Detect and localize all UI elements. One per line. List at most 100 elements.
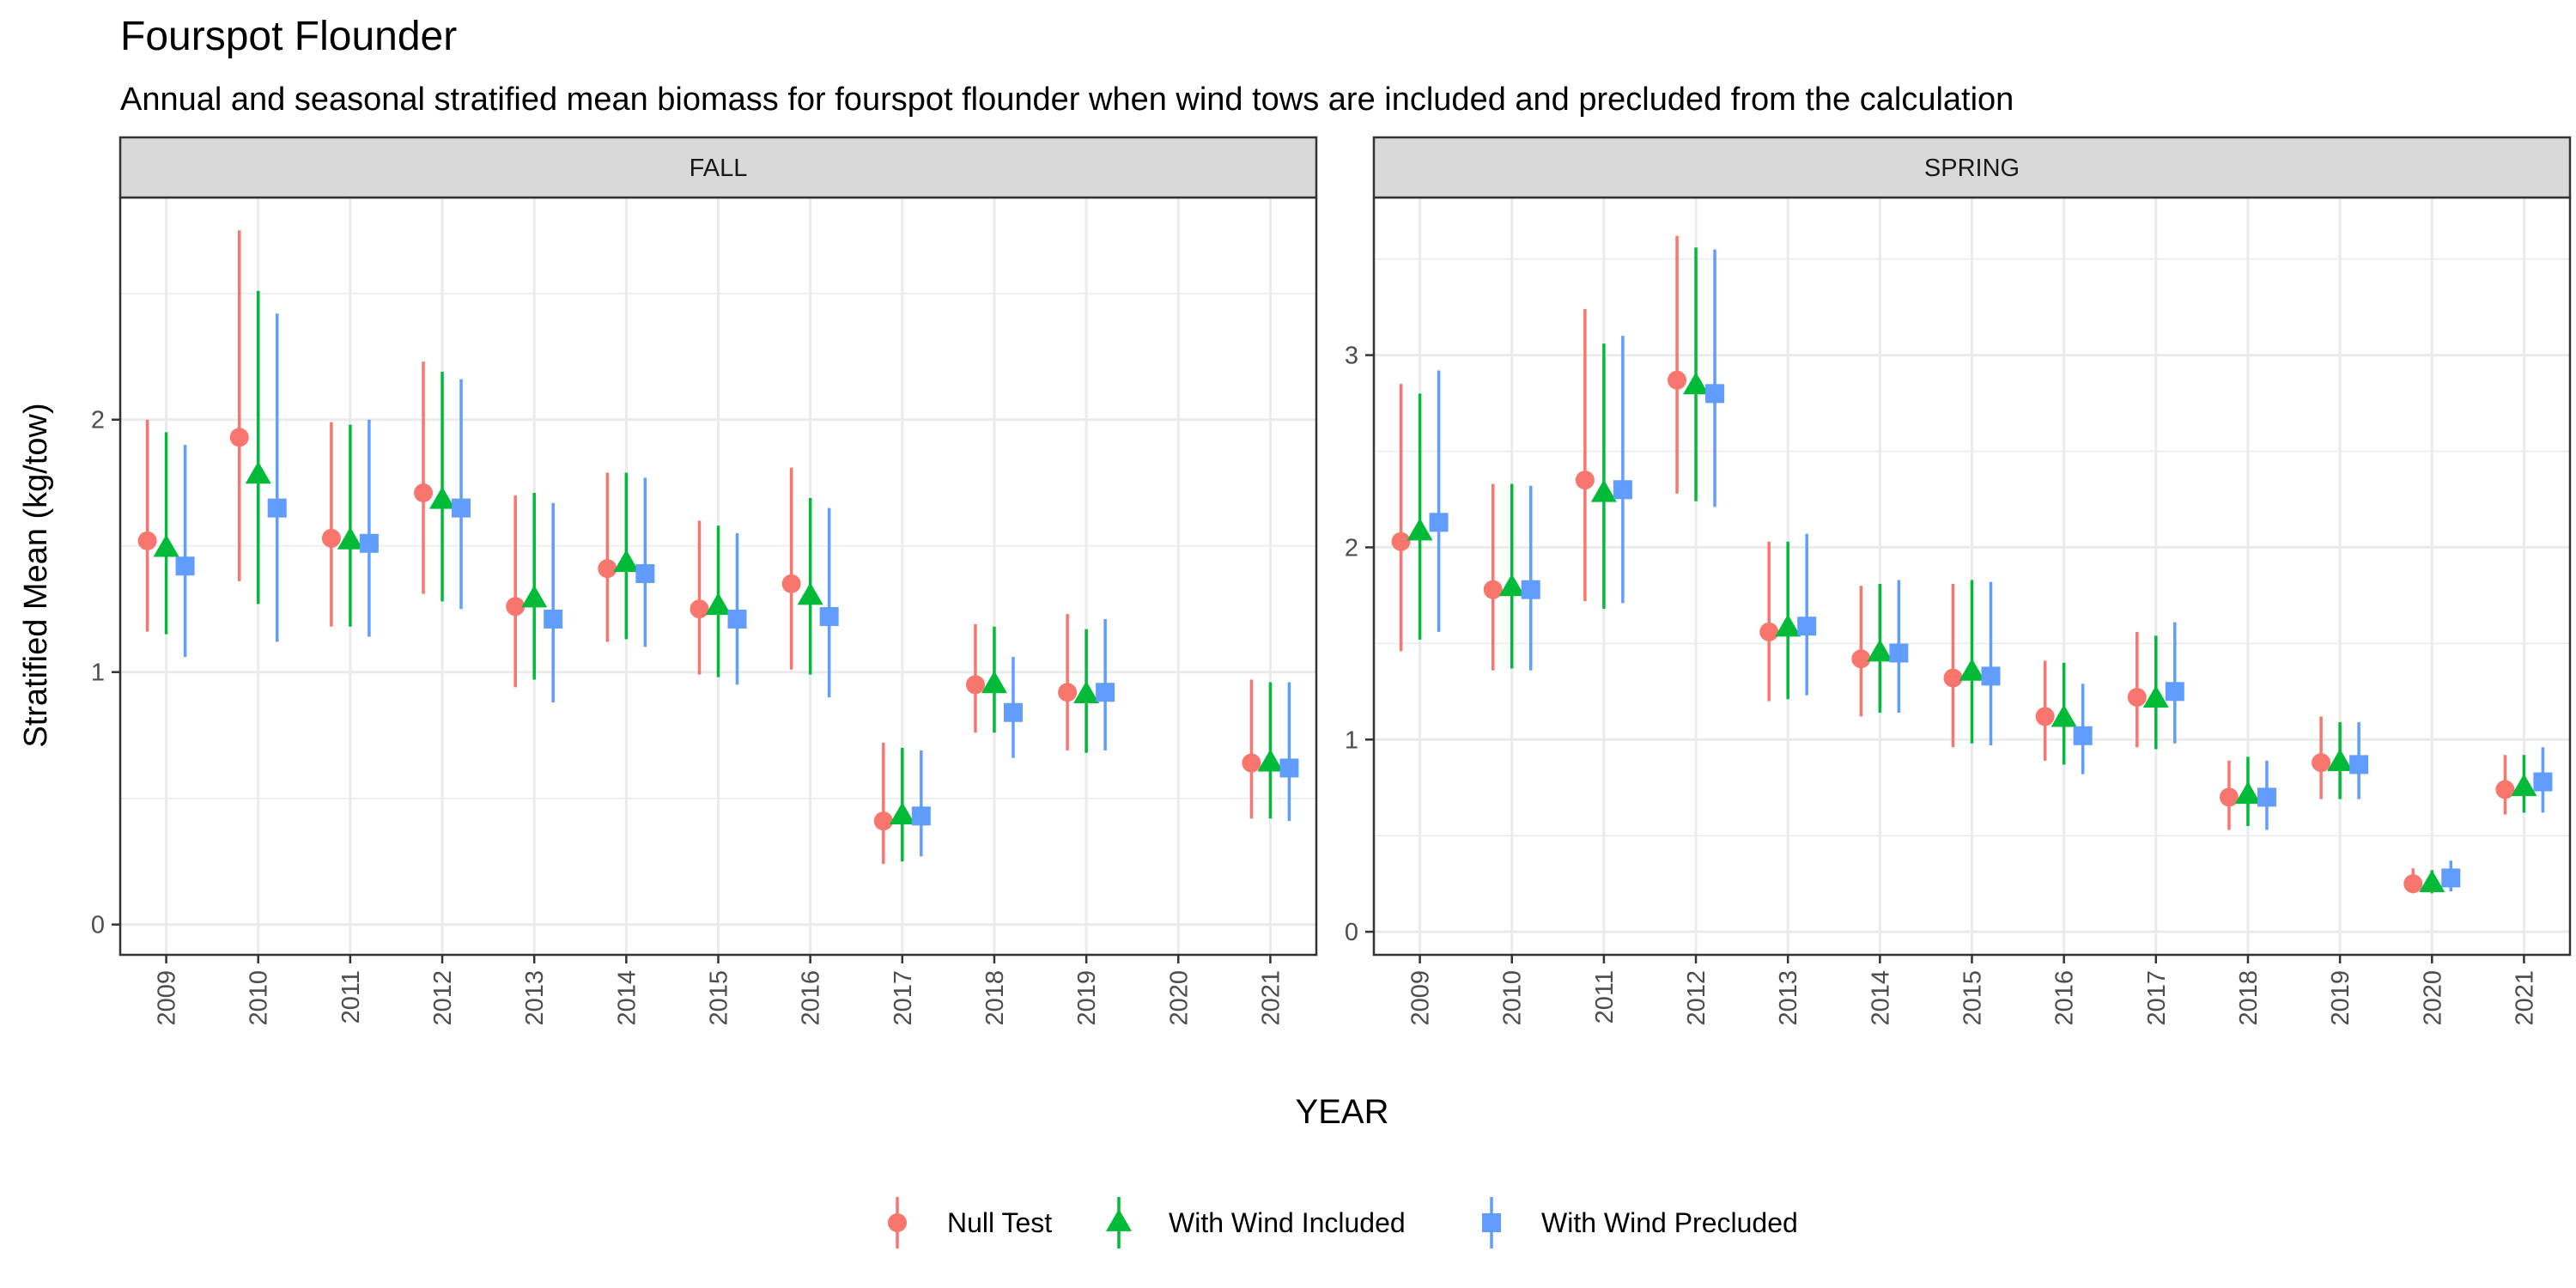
data-point xyxy=(1521,580,1540,599)
data-point xyxy=(1058,683,1078,702)
strip-label: FALL xyxy=(690,155,748,182)
data-point xyxy=(2511,774,2537,797)
y-tick-label: 0 xyxy=(1345,919,1358,946)
data-point xyxy=(359,533,379,553)
data-point xyxy=(1668,370,1687,390)
data-point xyxy=(613,550,640,573)
legend-item-null-test: Null Test xyxy=(888,1197,1052,1249)
data-point xyxy=(2050,704,2077,727)
data-point xyxy=(2312,753,2331,773)
data-point xyxy=(981,671,1007,694)
data-point xyxy=(2533,772,2553,792)
panel-spring: SPRING 0 1 2 3 2009 2010 2011 2012 2013 2014 2015 20… xyxy=(1345,136,2572,1026)
data-point xyxy=(1003,702,1023,722)
data-point xyxy=(2035,707,2055,726)
data-point xyxy=(2219,787,2239,807)
legend-key-marker xyxy=(1106,1208,1132,1231)
data-point xyxy=(1429,513,1449,532)
data-point xyxy=(1683,372,1710,395)
data-point xyxy=(2142,685,2169,708)
x-tick-label: 2013 xyxy=(521,970,549,1026)
data-point xyxy=(873,811,893,831)
data-point xyxy=(267,498,287,518)
data-point xyxy=(1483,580,1503,599)
data-point xyxy=(2327,749,2354,772)
series-with-wind-precluded xyxy=(1429,249,2553,892)
data-point xyxy=(2165,682,2184,702)
data-point xyxy=(245,461,271,484)
data-point xyxy=(1959,658,1985,681)
x-tick-label: 2015 xyxy=(1959,970,1987,1026)
data-point xyxy=(1590,479,1617,502)
x-tick-label: 2010 xyxy=(1499,970,1527,1026)
y-tick-label: 1 xyxy=(91,659,105,687)
legend-label: With Wind Included xyxy=(1169,1207,1406,1238)
x-tick-label: 2018 xyxy=(981,970,1009,1026)
data-point xyxy=(2234,781,2261,805)
x-tick-label: 2020 xyxy=(1165,970,1193,1026)
data-point xyxy=(2349,755,2369,775)
data-point xyxy=(321,528,341,548)
legend-key-marker xyxy=(888,1213,907,1232)
data-point xyxy=(889,802,915,825)
x-tick-label: 2014 xyxy=(1867,970,1894,1026)
x-tick-label: 2015 xyxy=(706,970,733,1026)
y-tick-label: 2 xyxy=(91,407,105,434)
data-point xyxy=(1775,614,1801,637)
data-point xyxy=(337,526,363,550)
x-tick-label: 2016 xyxy=(2051,970,2079,1026)
y-tick-label: 1 xyxy=(1345,726,1358,754)
data-point xyxy=(1391,532,1411,551)
data-point xyxy=(705,592,732,616)
x-tick-label: 2014 xyxy=(613,970,641,1026)
strip-background xyxy=(1372,136,2572,199)
panels-layer: FALL 0 1 2 2009 2010 2011 2012 2013 2014 2015 2016 2… xyxy=(91,136,2572,1026)
data-point xyxy=(727,609,747,629)
legend-key-marker xyxy=(1482,1213,1501,1232)
data-point xyxy=(2403,874,2423,894)
data-point xyxy=(965,675,985,695)
x-tick-label: 2011 xyxy=(337,970,365,1024)
data-point xyxy=(2073,726,2093,745)
chart-title: Fourspot Flounder xyxy=(120,14,457,59)
data-point xyxy=(1889,643,1909,663)
y-tick-label: 2 xyxy=(1345,534,1358,562)
y-axis-label: Stratified Mean (kg/tow) xyxy=(18,403,54,747)
data-point xyxy=(1613,480,1632,500)
legend-label: With Wind Precluded xyxy=(1541,1207,1798,1238)
x-tick-label: 2021 xyxy=(1257,970,1285,1026)
x-tick-label: 2019 xyxy=(1073,970,1101,1026)
data-point xyxy=(544,609,563,629)
legend: Null Test With Wind Included With Wind Pre… xyxy=(888,1197,1798,1249)
data-point xyxy=(1759,622,1779,641)
data-point xyxy=(2495,780,2515,799)
x-axis-label: YEAR xyxy=(1296,1093,1389,1131)
data-point xyxy=(2419,870,2445,893)
x-tick-label: 2016 xyxy=(798,970,825,1026)
x-tick-label: 2010 xyxy=(246,970,273,1026)
data-point xyxy=(229,428,249,447)
x-tick-label: 2021 xyxy=(2511,970,2538,1026)
x-tick-label: 2009 xyxy=(154,970,181,1026)
data-point xyxy=(1851,649,1871,669)
strip-background xyxy=(118,136,1318,199)
x-tick-label: 2017 xyxy=(890,970,917,1026)
series-with-wind-included xyxy=(153,290,1284,862)
data-point xyxy=(797,582,823,605)
data-point xyxy=(414,483,434,502)
series-null-test xyxy=(137,230,1261,865)
data-point xyxy=(1257,749,1284,772)
data-point xyxy=(1705,384,1725,404)
series-with-wind-included xyxy=(1406,247,2537,894)
data-point xyxy=(1073,681,1100,704)
data-point xyxy=(690,599,709,619)
x-tick-label: 2013 xyxy=(1775,970,1802,1026)
data-point xyxy=(2257,787,2276,807)
series-null-test xyxy=(1391,235,2515,894)
data-point xyxy=(1981,666,2001,686)
x-tick-label: 2012 xyxy=(429,970,457,1026)
data-point xyxy=(1406,518,1433,541)
data-point xyxy=(598,559,617,579)
data-point xyxy=(137,531,157,550)
legend-label: Null Test xyxy=(947,1207,1052,1238)
